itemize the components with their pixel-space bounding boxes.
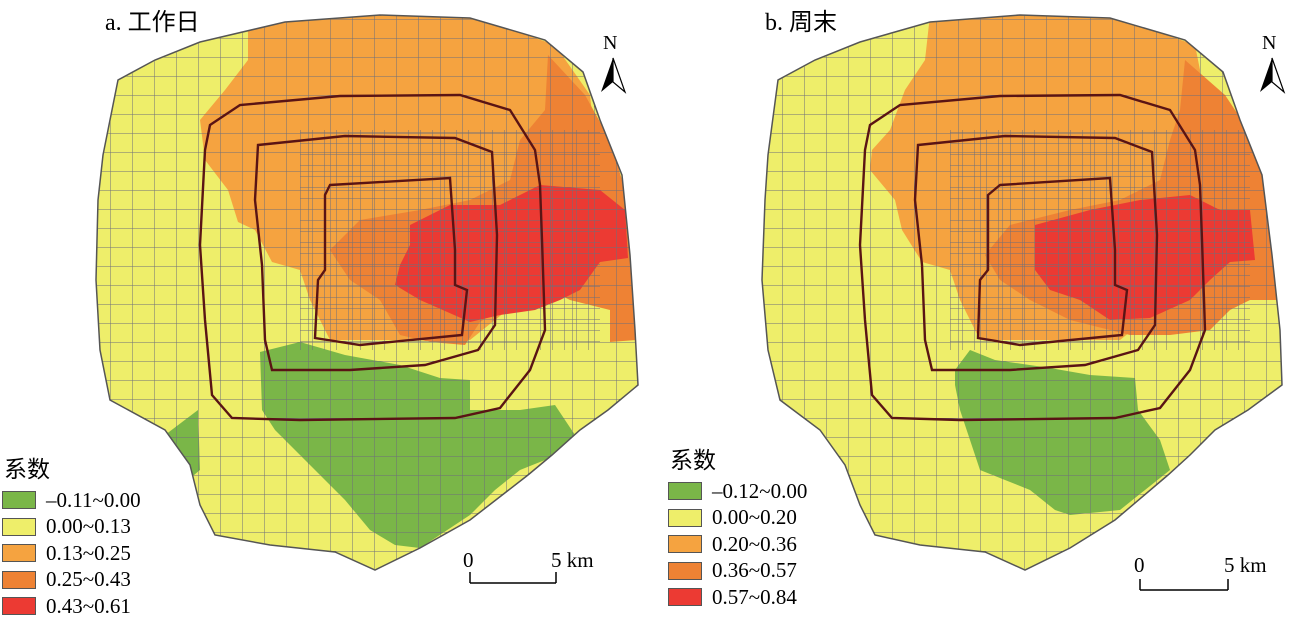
ring-road-4 (198, 93, 547, 422)
legend-label: 0.00~0.13 (46, 514, 131, 539)
scale-end-label: 5 km (1224, 553, 1267, 577)
legend-item: 0.00~0.13 (2, 514, 141, 541)
legend-swatch (668, 535, 702, 554)
panel-title: a. 工作日 (105, 10, 200, 36)
legend-label: 0.57~0.84 (712, 584, 797, 609)
legend-item: 0.57~0.84 (668, 584, 807, 611)
legend-swatch (668, 508, 702, 527)
legend-item: 0.00~0.20 (668, 505, 807, 532)
legend-item: 0.36~0.57 (668, 558, 807, 585)
legend-label: 0.43~0.61 (46, 593, 131, 618)
ring-road-3 (913, 134, 1159, 372)
legend-swatch (668, 561, 702, 580)
city-boundary (95, 14, 639, 571)
legend-swatch (2, 517, 36, 536)
north-arrow (601, 57, 627, 94)
city-boundary (761, 14, 1283, 571)
ring-road-4 (858, 93, 1207, 422)
scale-end-label: 5 km (551, 548, 594, 572)
north-label: N (603, 32, 618, 54)
ring-roads (198, 93, 547, 422)
ring-roads (858, 93, 1207, 422)
legend-label: 0.00~0.20 (712, 505, 797, 530)
legend: 系数 –0.11~0.00 0.00~0.13 0.13~0.25 0.25~0… (2, 450, 141, 620)
district-grid-core (300, 130, 600, 350)
ring-road-2 (976, 176, 1129, 347)
north-arrow (1260, 57, 1286, 94)
ring-road-3 (253, 134, 499, 372)
legend-item: 0.25~0.43 (2, 567, 141, 594)
legend-item: 0.43~0.61 (2, 593, 141, 620)
legend-label: –0.11~0.00 (46, 487, 141, 512)
map-panel-weekend: b. 周末 N 0 5 km 系数 –0.12~0.00 0.00~0.20 0… (650, 0, 1300, 610)
legend-item: 0.13~0.25 (2, 540, 141, 567)
legend-label: 0.20~0.36 (712, 531, 797, 556)
scale-start-label: 0 (1134, 553, 1145, 577)
legend-item: 0.20~0.36 (668, 531, 807, 558)
legend-swatch (668, 588, 702, 607)
legend-label: 0.13~0.25 (46, 540, 131, 565)
legend-swatch (2, 544, 36, 563)
legend-label: 0.36~0.57 (712, 558, 797, 583)
legend-item: –0.12~0.00 (668, 478, 807, 505)
legend-swatch (668, 482, 702, 501)
legend-swatch (2, 570, 36, 589)
legend-title: 系数 (4, 457, 50, 482)
legend-title: 系数 (670, 448, 716, 473)
legend-item: –0.11~0.00 (2, 487, 141, 514)
panel-title: b. 周末 (765, 10, 837, 36)
north-label: N (1262, 32, 1277, 54)
legend-swatch (2, 597, 36, 616)
map-panel-weekday: a. 工作日 N 0 5 km 系数 –0.11~0.00 0.00~0.13 … (0, 0, 650, 618)
legend-label: –0.12~0.00 (712, 478, 808, 503)
ring-road-2 (313, 176, 469, 347)
legend-label: 0.25~0.43 (46, 567, 131, 592)
legend-swatch (2, 491, 36, 510)
district-grid-core (950, 130, 1250, 350)
map-weekend (761, 14, 1286, 591)
map-weekday (95, 14, 639, 584)
scale-start-label: 0 (463, 548, 474, 572)
legend: 系数 –0.12~0.00 0.00~0.20 0.20~0.36 0.36~0… (668, 441, 807, 611)
